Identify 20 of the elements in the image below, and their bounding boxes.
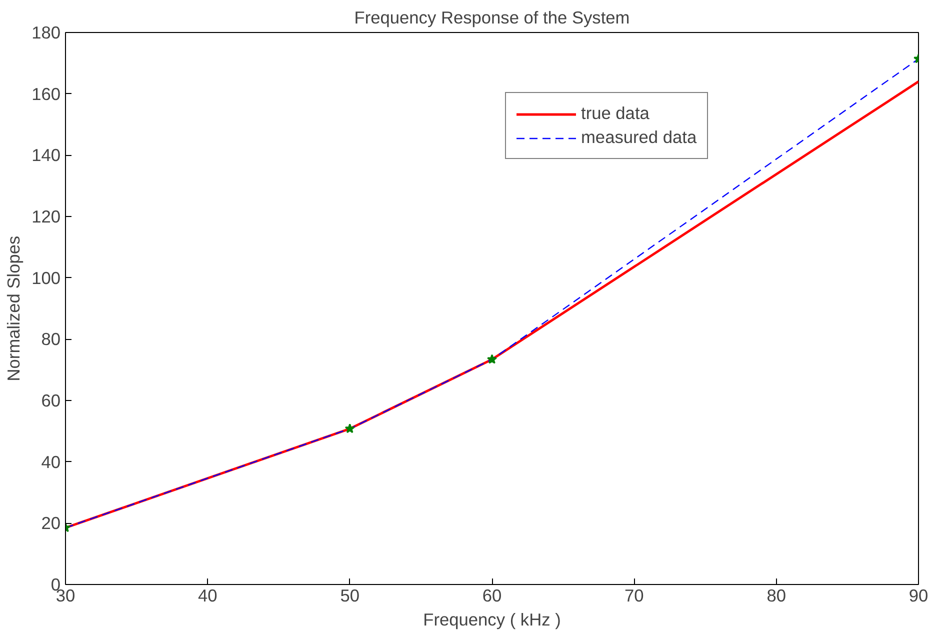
x-tick-label: 40 (198, 586, 218, 606)
x-tick-label: 70 (624, 586, 644, 606)
y-tick-label: 100 (32, 268, 61, 288)
y-tick-label: 140 (32, 145, 61, 166)
chart-title: Frequency Response of the System (354, 8, 630, 28)
legend-label: true data (581, 103, 650, 124)
x-tick-label: 50 (340, 586, 360, 606)
y-axis-title: Normalized Slopes (4, 235, 24, 382)
y-tick-label: 80 (41, 329, 61, 350)
y-tick-label: 120 (32, 206, 61, 226)
y-tick-label: 60 (41, 390, 61, 410)
y-tick-label: 180 (32, 22, 61, 42)
x-tick-label: 80 (766, 586, 786, 606)
y-tick-label: 40 (41, 452, 61, 472)
legend-label: measured data (581, 127, 697, 148)
y-tick-label: 160 (32, 84, 61, 104)
x-tick-label: 60 (482, 586, 502, 606)
x-axis-title: Frequency ( kHz ) (423, 610, 561, 630)
y-tick-label: 20 (41, 513, 61, 534)
x-tick-label: 90 (908, 586, 928, 606)
